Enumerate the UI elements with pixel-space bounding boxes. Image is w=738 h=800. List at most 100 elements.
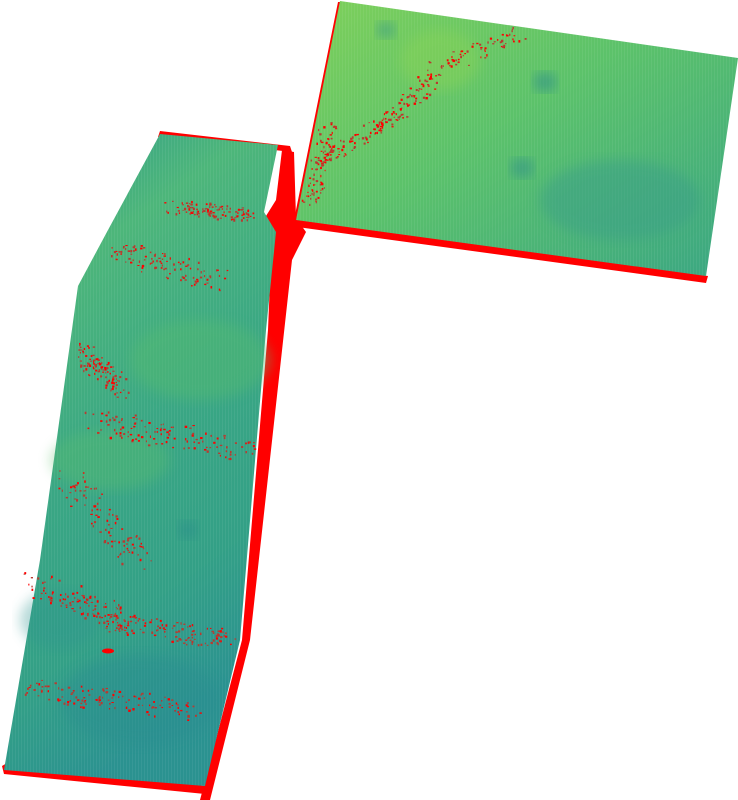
speckle — [246, 219, 248, 222]
speckle — [105, 420, 108, 423]
speckle — [105, 376, 107, 379]
speckle — [195, 282, 198, 284]
speckle — [524, 38, 527, 40]
speckle — [38, 683, 41, 686]
speckle — [119, 608, 122, 611]
speckle — [452, 59, 455, 63]
speckle — [218, 208, 221, 211]
speckle — [85, 355, 88, 357]
speckle — [191, 434, 194, 437]
speckle — [320, 150, 323, 152]
speckle — [191, 200, 193, 204]
speckle — [137, 554, 139, 556]
speckle — [93, 363, 95, 365]
speckle — [126, 543, 128, 545]
speckle — [253, 448, 257, 450]
speckle — [176, 704, 179, 706]
speckle — [173, 437, 176, 440]
speckle — [83, 597, 85, 599]
speckle — [337, 148, 340, 150]
speckle — [173, 263, 175, 266]
speckle — [431, 78, 434, 80]
speckle — [316, 161, 319, 164]
speckle — [127, 435, 129, 438]
speckle — [119, 606, 122, 609]
speckle — [185, 704, 188, 707]
speckle — [93, 360, 95, 364]
speckle — [220, 636, 223, 639]
speckle — [137, 434, 140, 437]
speckle — [141, 436, 144, 439]
speckle — [204, 208, 207, 210]
speckle — [169, 257, 171, 260]
speckle — [246, 216, 249, 218]
speckle — [191, 633, 194, 636]
speckle — [195, 203, 198, 206]
speckle — [331, 151, 334, 153]
speckle — [500, 45, 502, 48]
speckle — [385, 118, 387, 120]
speckle — [319, 183, 322, 186]
speckle — [101, 493, 103, 495]
speckle — [326, 155, 328, 158]
speckle — [114, 393, 116, 396]
speckle — [318, 128, 320, 132]
speckle — [109, 703, 111, 705]
speckle — [192, 425, 195, 427]
speckle — [94, 363, 96, 367]
speckle — [420, 88, 423, 90]
speckle — [115, 432, 118, 435]
speckle — [83, 697, 86, 699]
speckle — [141, 704, 144, 706]
speckle — [132, 250, 135, 252]
speckle — [320, 181, 323, 183]
speckle — [86, 612, 89, 615]
speckle — [375, 124, 379, 127]
speckle — [450, 65, 453, 68]
speckle — [484, 57, 487, 59]
speckle — [241, 446, 244, 448]
speckle — [309, 182, 311, 184]
speckle — [107, 614, 110, 616]
speckle — [128, 537, 130, 540]
speckle — [174, 710, 176, 712]
speckle — [120, 250, 123, 253]
speckle — [206, 208, 208, 210]
speckle — [77, 598, 79, 601]
speckle — [177, 711, 179, 713]
speckle — [137, 440, 140, 442]
speckle — [102, 369, 105, 371]
speckle — [95, 365, 97, 368]
speckle — [386, 111, 389, 113]
speckle — [322, 164, 325, 167]
speckle — [105, 627, 108, 629]
speckle — [213, 441, 216, 444]
speckle — [142, 631, 145, 634]
speckle — [145, 431, 148, 433]
speckle — [209, 202, 212, 205]
speckle — [197, 210, 198, 213]
speckle — [236, 215, 239, 217]
speckle — [44, 685, 47, 688]
speckle — [377, 126, 379, 129]
speckle — [232, 218, 235, 220]
speckle — [172, 426, 174, 429]
speckle — [383, 113, 385, 116]
speckle — [78, 356, 80, 358]
speckle — [193, 213, 196, 216]
speckle — [472, 43, 475, 45]
speckle — [88, 694, 91, 696]
speckle — [115, 250, 118, 252]
speckle — [335, 128, 338, 130]
speckle — [200, 643, 203, 646]
speckle — [79, 342, 81, 346]
speckle — [197, 442, 200, 444]
speckle — [437, 73, 441, 76]
speckle — [462, 54, 464, 57]
speckle — [402, 117, 404, 119]
speckle — [336, 156, 339, 158]
speckle — [441, 67, 443, 69]
speckle — [200, 632, 202, 636]
speckle — [313, 184, 315, 186]
speckle — [431, 78, 433, 80]
